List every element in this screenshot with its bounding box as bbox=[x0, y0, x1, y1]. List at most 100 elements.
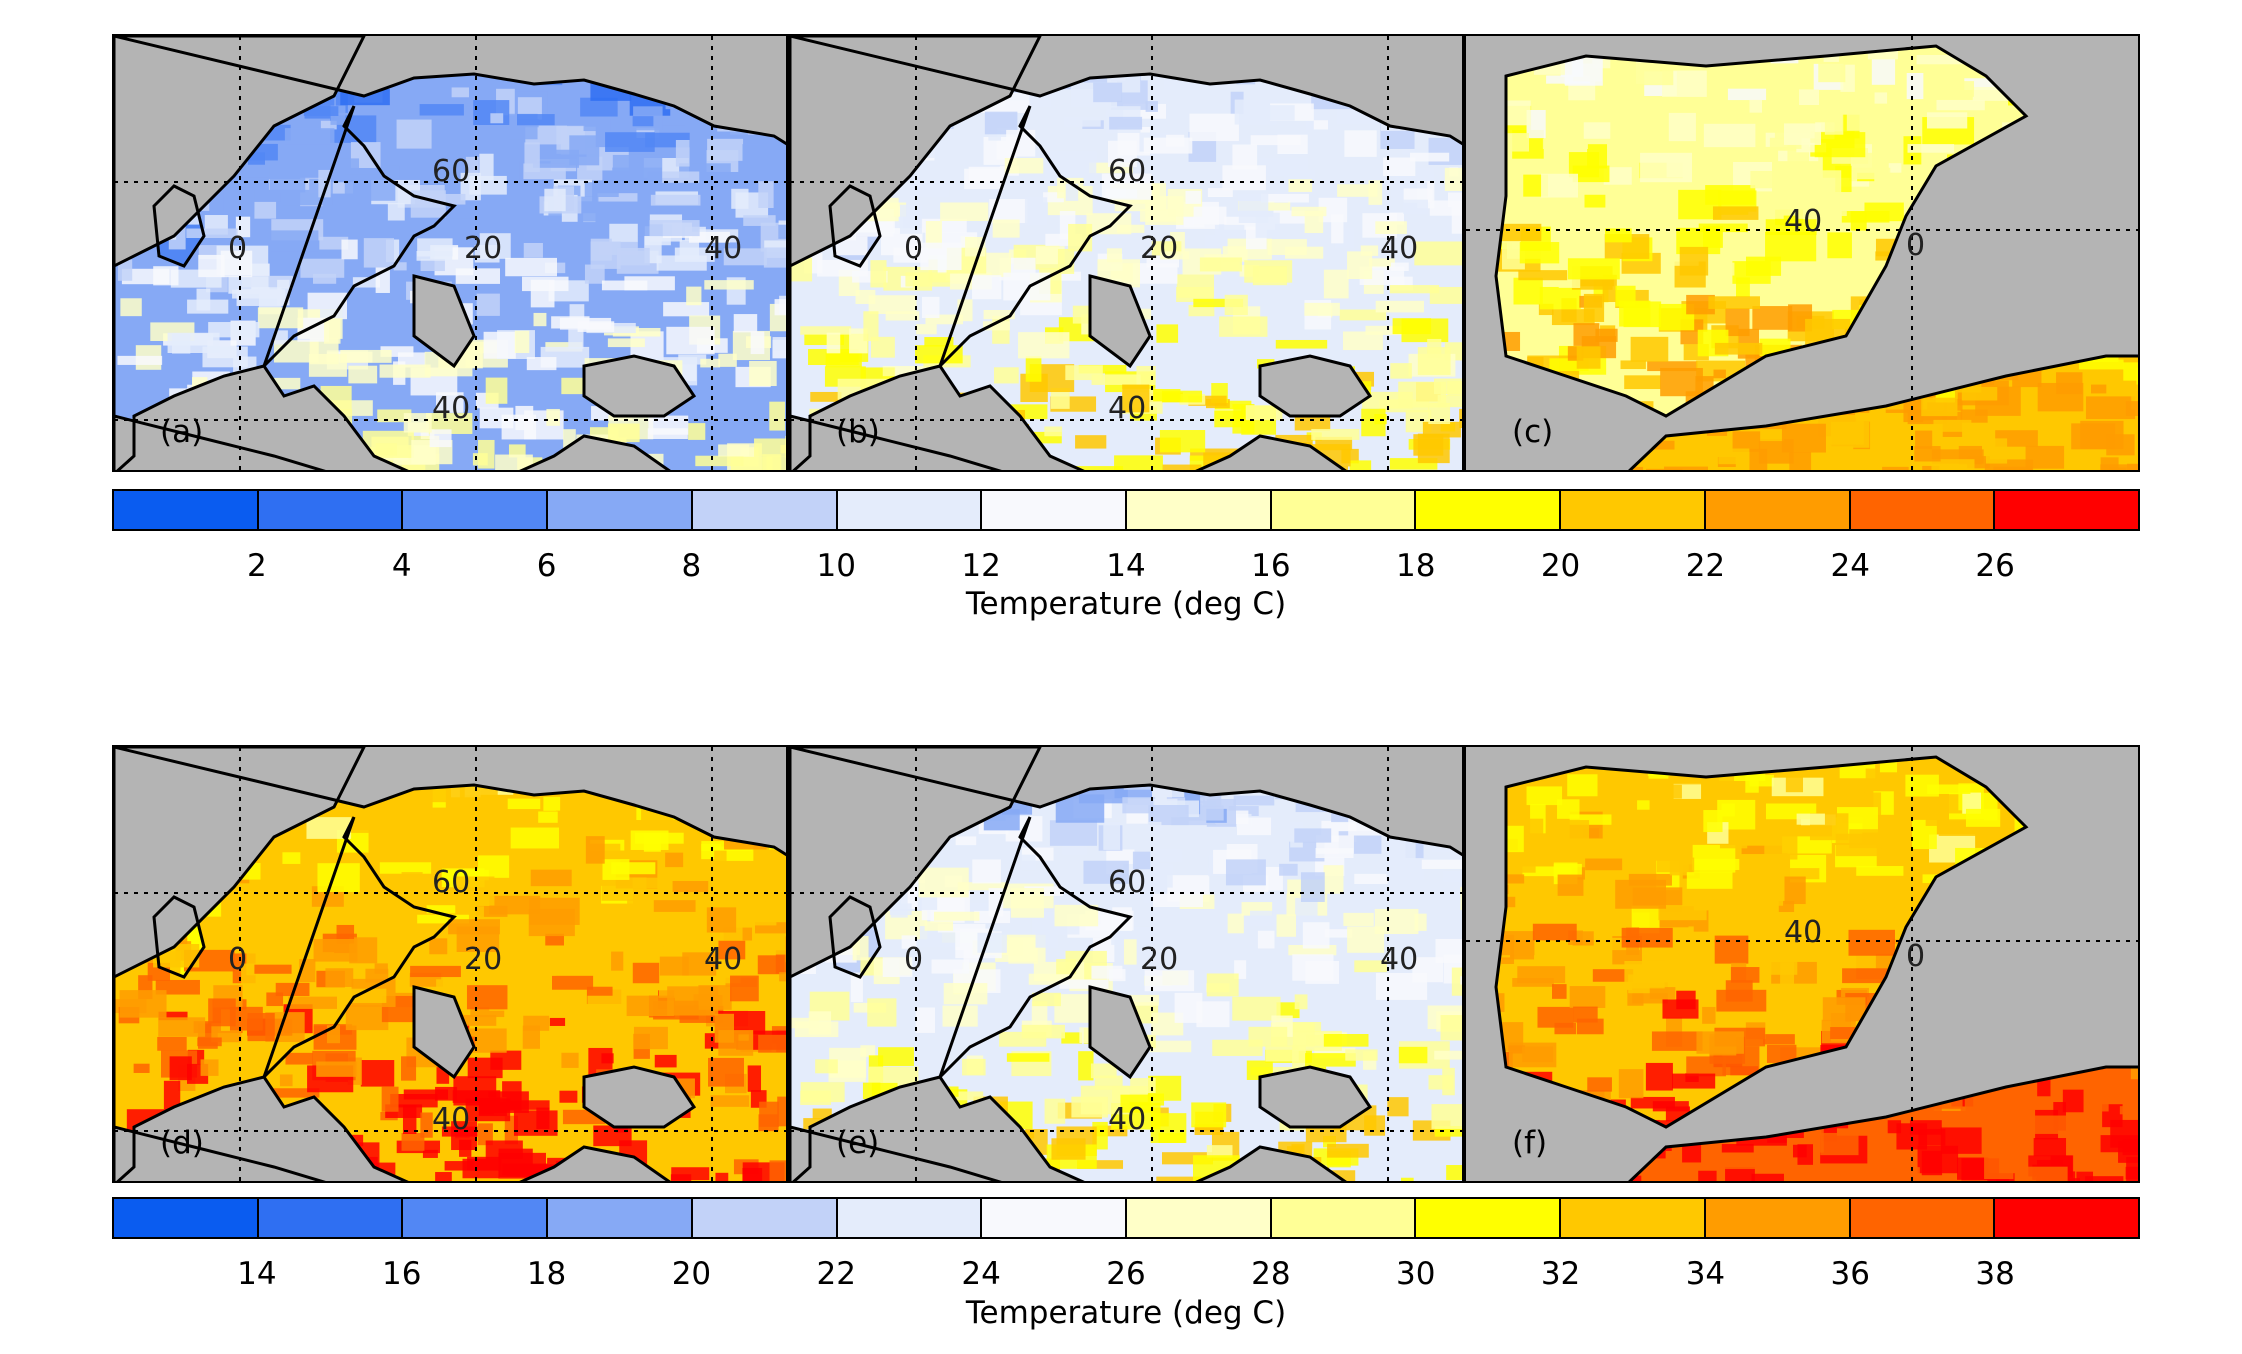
colorbar-segment bbox=[1705, 491, 1851, 529]
colorbar-segment bbox=[692, 1199, 838, 1237]
colorbar-tick-label: 38 bbox=[1975, 1256, 2015, 1292]
colorbar-tick-label: 20 bbox=[1540, 548, 1581, 584]
sea-area bbox=[412, 985, 476, 1080]
coastline bbox=[938, 816, 1133, 1079]
coastline bbox=[152, 895, 206, 979]
colorbar-tick-label: 26 bbox=[1106, 1256, 1146, 1292]
lon-label-20: 20 bbox=[1140, 231, 1179, 266]
colorbar-bottom-ticks: 14 16 18 20 22 24 26 28 30 32 34 36 38 bbox=[112, 1256, 2140, 1296]
colorbar-top-ticks: 2 4 6 8 10 12 14 16 18 20 22 24 26 bbox=[112, 548, 2140, 588]
lon-label-20: 20 bbox=[464, 942, 503, 977]
lat-label-40: 40 bbox=[1108, 1102, 1147, 1137]
lon-label-0: 0 bbox=[904, 231, 924, 266]
colorbar-segment bbox=[403, 1199, 549, 1237]
coastline bbox=[152, 184, 206, 268]
colorbar-tick-label: 22 bbox=[816, 1256, 857, 1292]
colorbar-top bbox=[112, 489, 2140, 531]
colorbar-tick-label: 4 bbox=[391, 548, 412, 584]
sea-area bbox=[114, 747, 366, 979]
lon-label-40: 40 bbox=[704, 942, 743, 977]
sea-area bbox=[114, 1125, 326, 1181]
sea-area bbox=[114, 36, 366, 268]
colorbar-tick-label: 6 bbox=[536, 548, 557, 584]
map-panel-e: 60 0 20 40 40 (e) bbox=[788, 745, 1464, 1183]
colorbar-tick-label: 18 bbox=[526, 1256, 567, 1292]
colorbar-tick-label: 14 bbox=[237, 1256, 277, 1292]
coastline bbox=[114, 36, 786, 470]
lon-label-20: 20 bbox=[1140, 942, 1179, 977]
lat-label-60: 60 bbox=[1108, 865, 1147, 900]
colorbar-bottom bbox=[112, 1197, 2140, 1239]
colorbar-tick-label: 20 bbox=[671, 1256, 712, 1292]
panel-label: (b) bbox=[836, 414, 880, 450]
coastline bbox=[1494, 755, 2029, 1129]
map-canvas bbox=[1466, 36, 2138, 470]
sea-area bbox=[114, 414, 326, 470]
panel-label: (a) bbox=[160, 414, 204, 450]
sea-area bbox=[790, 1125, 1002, 1181]
colorbar-segment bbox=[548, 1199, 693, 1237]
coastline bbox=[114, 747, 786, 1181]
map-panel-f: 40 0 (f) bbox=[1464, 745, 2140, 1183]
colorbar-tick-label: 36 bbox=[1830, 1256, 1871, 1292]
colorbar-segment bbox=[1850, 491, 1996, 529]
lat-label-40: 40 bbox=[432, 1102, 471, 1137]
lon-label-40: 40 bbox=[704, 231, 743, 266]
colorbar-segment bbox=[1995, 491, 2139, 529]
colorbar-segment bbox=[837, 1199, 983, 1237]
colorbar-segment bbox=[403, 491, 549, 529]
lat-label-40: 40 bbox=[1784, 204, 1823, 239]
colorbar-segment bbox=[837, 491, 983, 529]
sea-area bbox=[582, 1065, 697, 1129]
colorbar-tick-label: 26 bbox=[1975, 548, 2015, 584]
colorbar-tick-label: 16 bbox=[1251, 548, 1291, 584]
sea-area bbox=[1258, 1065, 1373, 1129]
colorbar-segment bbox=[1850, 1199, 1996, 1237]
colorbar-segment bbox=[982, 491, 1128, 529]
colorbar-tick-label: 28 bbox=[1251, 1256, 1291, 1292]
coastline bbox=[938, 105, 1133, 368]
lat-label-40: 40 bbox=[1108, 391, 1147, 426]
colorbar-segment bbox=[1705, 1199, 1851, 1237]
colorbar-tick-label: 18 bbox=[1395, 548, 1436, 584]
coastline bbox=[1628, 1065, 2138, 1181]
colorbar-segment bbox=[114, 491, 259, 529]
lat-label-60: 60 bbox=[432, 154, 471, 189]
sea-area bbox=[582, 354, 697, 418]
sea-area bbox=[1088, 274, 1152, 369]
colorbar-segment bbox=[1995, 1199, 2139, 1237]
map-panel-a: 60 0 20 40 40 (a) bbox=[112, 34, 788, 472]
coastline bbox=[1628, 354, 2138, 470]
colorbar-tick-label: 8 bbox=[681, 548, 702, 584]
colorbar-segment bbox=[1561, 491, 1706, 529]
colorbar-segment bbox=[1271, 491, 1417, 529]
map-canvas bbox=[1466, 747, 2138, 1181]
colorbar-tick-label: 34 bbox=[1685, 1256, 1726, 1292]
colorbar-tick-label: 2 bbox=[246, 548, 267, 584]
colorbar-segment bbox=[1561, 1199, 1706, 1237]
colorbar-segment bbox=[548, 491, 693, 529]
coastline bbox=[790, 747, 1462, 1181]
colorbar-bottom-title: Temperature (deg C) bbox=[965, 1295, 1287, 1331]
land-area bbox=[940, 106, 1130, 366]
coastline bbox=[828, 184, 882, 268]
colorbar-tick-label: 24 bbox=[1830, 548, 1871, 584]
sea-area bbox=[790, 747, 1042, 979]
coastline bbox=[828, 895, 882, 979]
coastline bbox=[1494, 44, 2029, 418]
colorbar-segment bbox=[1127, 491, 1272, 529]
lon-label-20: 20 bbox=[464, 231, 503, 266]
sea-area bbox=[790, 414, 1002, 470]
colorbar-segment bbox=[114, 1199, 259, 1237]
colorbar-top-title: Temperature (deg C) bbox=[965, 586, 1287, 622]
lon-label-0: 0 bbox=[1906, 228, 1926, 263]
colorbar-tick-label: 30 bbox=[1395, 1256, 1436, 1292]
colorbar-segment bbox=[258, 491, 404, 529]
map-canvas bbox=[114, 747, 786, 1181]
map-panel-b: 60 0 20 40 40 (b) bbox=[788, 34, 1464, 472]
coastline bbox=[262, 105, 457, 368]
colorbar-tick-label: 16 bbox=[381, 1256, 422, 1292]
lon-label-0: 0 bbox=[1906, 939, 1926, 974]
colorbar-segment bbox=[1127, 1199, 1272, 1237]
